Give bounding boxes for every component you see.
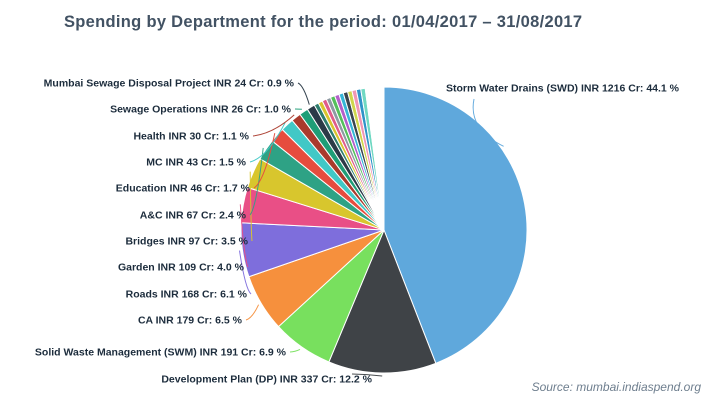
leader-line-a-c xyxy=(249,147,264,216)
leader-line-development-plan-dp xyxy=(351,373,383,377)
slice-label-storm-water-drains-swd: Storm Water Drains (SWD) INR 1216 Cr: 44… xyxy=(446,83,680,95)
leader-line-mumbai-sewage-disposal-project xyxy=(297,82,310,105)
slice-label-roads: Roads INR 168 Cr: 6.1 % xyxy=(126,289,248,301)
slice-label-mumbai-sewage-disposal-project: Mumbai Sewage Disposal Project INR 24 Cr… xyxy=(44,78,295,90)
slice-label-solid-waste-management-swm: Solid Waste Management (SWM) INR 191 Cr:… xyxy=(35,347,287,359)
chart-title: Spending by Department for the period: 0… xyxy=(64,13,583,31)
slice-label-development-plan-dp: Development Plan (DP) INR 337 Cr: 12.2 % xyxy=(161,374,372,386)
slice-label-bridges: Bridges INR 97 Cr: 3.5 % xyxy=(125,236,248,248)
leader-line-bridges xyxy=(249,171,253,242)
pie-slice-other-13[interactable] xyxy=(364,86,385,231)
pie-slice-development-plan-dp[interactable] xyxy=(328,228,437,374)
slice-label-garden: Garden INR 109 Cr: 4.0 % xyxy=(118,262,245,274)
leader-line-solid-waste-management-swm xyxy=(289,348,301,353)
slice-label-ca: CA INR 179 Cr: 6.5 % xyxy=(138,315,243,327)
leader-line-health xyxy=(252,114,295,137)
slice-label-health: Health INR 30 Cr: 1.1 % xyxy=(133,131,249,143)
leader-line-education xyxy=(253,132,276,189)
source-credit: Source: mumbai.indiaspend.org xyxy=(531,380,701,394)
leader-line-mc xyxy=(249,122,286,163)
slice-label-mc: MC INR 43 Cr: 1.5 % xyxy=(146,157,246,169)
slice-label-education: Education INR 46 Cr: 1.7 % xyxy=(116,183,251,195)
leader-line-storm-water-drains-swd xyxy=(472,98,504,147)
pie-slice-storm-water-drains-swd[interactable] xyxy=(383,86,528,364)
slice-label-sewage-operations: Sewage Operations INR 26 Cr: 1.0 % xyxy=(110,104,292,116)
leader-line-roads xyxy=(239,250,252,295)
slice-label-a-c: A&C INR 67 Cr: 2.4 % xyxy=(140,210,247,222)
leader-line-garden xyxy=(239,204,249,268)
leader-line-ca xyxy=(245,304,260,321)
